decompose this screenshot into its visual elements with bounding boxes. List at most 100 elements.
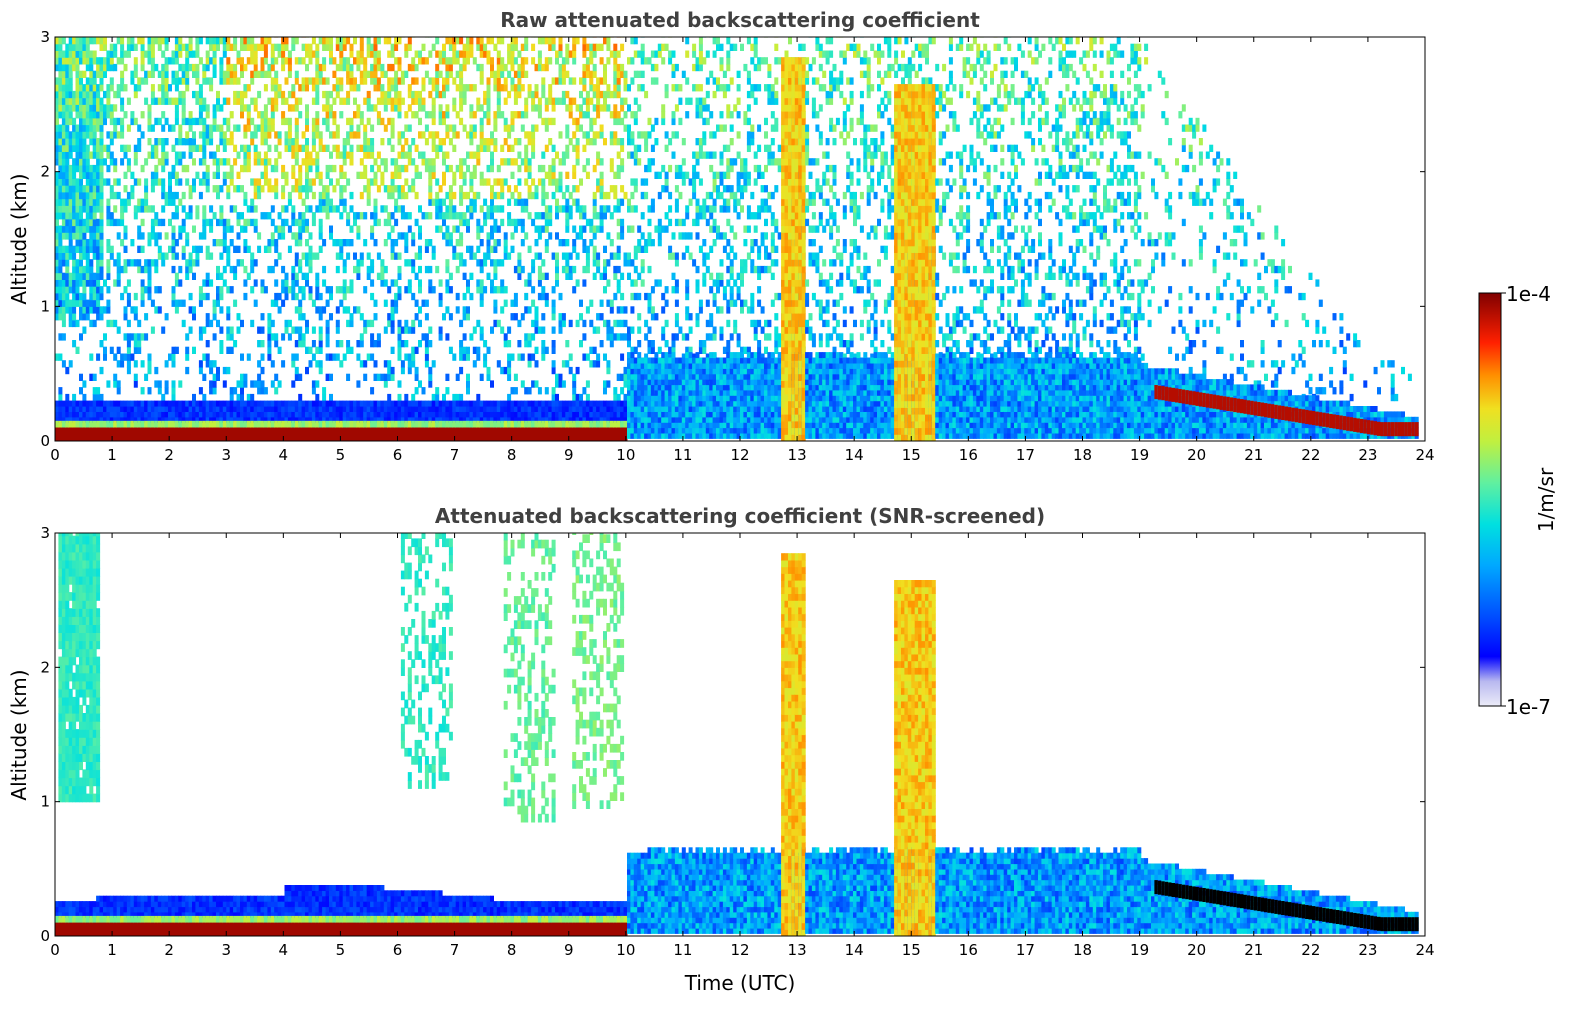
heatmap-cell [113,427,118,441]
heatmap-cell [445,104,450,112]
heatmap-cell [281,43,286,51]
heatmap-cell [181,252,186,260]
heatmap-cell [75,178,80,186]
heatmap-cell [161,144,166,152]
heatmap-cell [178,406,183,412]
heatmap-cell [596,178,601,186]
heatmap-cell [633,252,638,260]
heatmap-cell [305,151,309,159]
heatmap-cell [555,411,559,418]
heatmap-cell [216,416,220,423]
heatmap-cell [85,245,90,253]
heatmap-cell [486,37,491,45]
heatmap-cell [342,353,347,361]
heatmap-cell [246,218,251,227]
heatmap-cell [592,225,597,233]
heatmap-cell [589,416,594,423]
heatmap-cell [414,400,419,407]
heatmap-cell [154,97,159,105]
heatmap-cell [599,272,604,280]
heatmap-cell [92,252,97,260]
heatmap-cell [222,366,227,375]
heatmap-cell [561,360,566,368]
heatmap-cell [281,185,286,193]
heatmap-cell [284,279,289,287]
heatmap-cell [363,406,368,412]
heatmap-cell [390,185,395,193]
heatmap-cell [79,198,83,206]
heatmap-cell [513,406,518,412]
heatmap-cell [157,84,162,92]
heatmap-cell [503,138,508,146]
heatmap-cell [192,313,196,321]
heatmap-cell [599,218,604,227]
heatmap-cell [294,158,299,166]
heatmap-cell [260,416,265,423]
heatmap-cell [633,111,638,119]
heatmap-cell [346,218,351,227]
heatmap-cell [212,70,217,78]
heatmap-cell [250,43,255,51]
heatmap-cell [284,97,289,105]
heatmap-cell [565,90,570,99]
heatmap-cell [233,205,238,213]
heatmap-cell [603,319,607,328]
heatmap-cell [311,387,316,395]
heatmap-cell [400,164,405,173]
heatmap-cell [174,138,179,146]
heatmap-cell [68,90,73,99]
heatmap-cell [325,286,330,294]
heatmap-cell [133,360,138,368]
heatmap-cell [472,406,477,412]
heatmap-cell [500,427,505,441]
heatmap-cell [68,400,73,407]
heatmap-cell [240,373,244,381]
heatmap-cell [544,218,549,227]
heatmap-cell [394,171,399,179]
heatmap-cell [212,299,217,307]
heatmap-cell [445,333,450,341]
heatmap-cell [116,427,121,441]
heatmap-cell [579,427,583,441]
heatmap-cell [178,299,183,307]
heatmap-cell [246,416,251,423]
heatmap-cell [558,239,563,247]
heatmap-cell [565,50,570,58]
heatmap-cell [592,138,597,146]
heatmap-cell [435,387,440,395]
heatmap-cell [315,427,320,441]
heatmap-cell [342,411,347,418]
heatmap-cell [517,400,522,407]
heatmap-cell [537,387,542,395]
heatmap-cell [575,198,580,206]
heatmap-cell [58,151,63,159]
heatmap-cell [229,70,234,78]
heatmap-cell [61,158,66,166]
heatmap-cell [486,272,491,280]
heatmap-cell [246,84,251,92]
heatmap-cell [637,411,642,418]
heatmap-cell [137,124,142,132]
heatmap-cell [137,346,142,354]
heatmap-cell [150,411,155,418]
heatmap-cell [356,57,361,65]
heatmap-cell [291,90,296,99]
heatmap-cell [171,57,176,65]
heatmap-cell [246,272,251,280]
heatmap-cell [263,117,268,126]
heatmap-cell [233,406,238,412]
heatmap-cell [466,205,470,213]
heatmap-cell [65,171,70,179]
heatmap-cell [154,265,159,274]
heatmap-cell [99,198,104,206]
heatmap-cell [246,164,251,173]
heatmap-cell [308,245,313,253]
heatmap-cell [603,90,607,99]
heatmap-cell [544,406,549,412]
heatmap-cell [267,406,272,412]
heatmap-cell [500,306,505,314]
heatmap-cell [123,111,128,119]
heatmap-cell [524,279,529,287]
heatmap-cell [438,279,443,287]
heatmap-cell [421,406,426,412]
